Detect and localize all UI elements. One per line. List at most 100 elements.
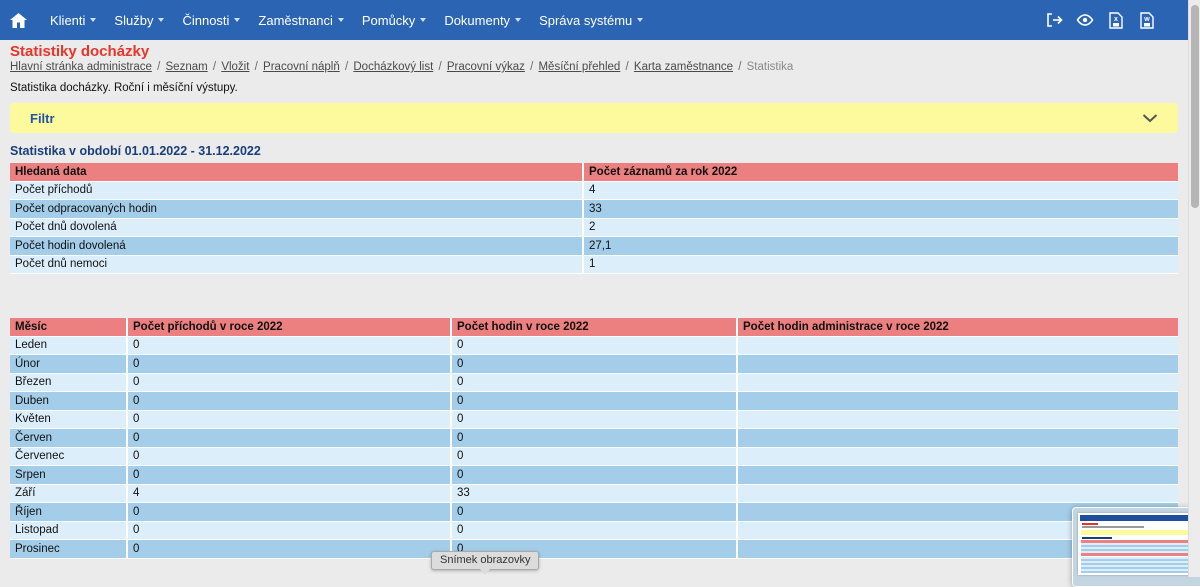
table-row: Září 4 33	[10, 484, 1178, 503]
arrivals-cell: 0	[127, 447, 452, 466]
arrivals-cell: 4	[127, 484, 452, 503]
month-cell: Leden	[10, 336, 128, 355]
admin-hours-cell	[737, 391, 1178, 411]
caret-down-icon	[637, 18, 644, 22]
logout-icon[interactable]	[1043, 10, 1065, 30]
admin-hours-cell	[737, 336, 1178, 355]
month-cell: Listopad	[10, 521, 128, 540]
table-row: Počet dnů dovolená 2	[10, 218, 1178, 237]
scrollbar-thumb[interactable]	[1191, 5, 1199, 208]
breadcrumb-separator: /	[625, 61, 629, 73]
arrivals-cell: 0	[127, 336, 452, 355]
nav-item[interactable]: Správa systému	[530, 0, 652, 40]
breadcrumb-link[interactable]: Karta zaměstnance	[633, 61, 733, 73]
nav-item[interactable]: Zaměstnanci	[249, 0, 352, 40]
stat-label-cell: Počet dnů nemoci	[10, 255, 584, 274]
table-row: Počet hodin dovolená 27,1	[10, 236, 1178, 256]
nav-item[interactable]: Dokumenty	[435, 0, 530, 40]
arrivals-cell: 0	[127, 373, 452, 392]
stat-value-cell: 2	[583, 218, 1178, 237]
section-title: Statistika v období 01.01.2022 - 31.12.2…	[10, 144, 261, 158]
month-cell: Únor	[10, 354, 128, 374]
eye-icon[interactable]	[1074, 10, 1096, 30]
breadcrumb-separator: /	[212, 61, 217, 73]
screenshot-tooltip: Snímek obrazovky	[431, 551, 540, 575]
breadcrumb-link[interactable]: Seznam	[165, 61, 208, 73]
caret-down-icon	[158, 18, 165, 22]
month-cell: Březen	[10, 373, 128, 392]
filter-panel-toggle[interactable]: Filtr	[10, 103, 1178, 133]
summary-table-header-row: Hledaná data Počet záznamů za rok 2022	[10, 163, 1178, 182]
navbar-action-icons: x w	[1043, 10, 1158, 30]
breadcrumb-link[interactable]: Měsíční přehled	[538, 61, 621, 73]
breadcrumb-link[interactable]: Vložit	[221, 61, 250, 73]
summary-table: Hledaná data Počet záznamů za rok 2022 Po…	[10, 163, 1178, 274]
table-row: Prosinec 0 0	[10, 539, 1178, 559]
month-cell: Duben	[10, 391, 128, 411]
nav-item[interactable]: Pomůcky	[353, 0, 435, 40]
stat-value-cell: 1	[583, 255, 1178, 274]
breadcrumb-separator: /	[344, 61, 349, 73]
month-cell: Květen	[10, 410, 128, 429]
month-cell: Říjen	[10, 502, 128, 522]
hours-cell: 0	[451, 521, 738, 540]
screenshot-preview-frame	[1078, 513, 1192, 575]
admin-hours-cell	[737, 373, 1178, 392]
table-row: Duben 0 0	[10, 391, 1178, 411]
table-row: Březen 0 0	[10, 373, 1178, 392]
home-button[interactable]	[10, 12, 27, 28]
table-row: Únor 0 0	[10, 354, 1178, 374]
arrivals-cell: 0	[127, 391, 452, 411]
arrivals-cell: 0	[127, 465, 452, 485]
breadcrumb-separator: /	[438, 61, 442, 73]
arrivals-cell: 0	[127, 502, 452, 522]
table-row: Počet příchodů 4	[10, 181, 1178, 200]
arrivals-cell: 0	[127, 410, 452, 429]
breadcrumb: Hlavní stránka administrace / Seznam / V…	[10, 61, 793, 73]
screenshot-preview-thumbnail[interactable]	[1072, 507, 1200, 587]
caret-down-icon	[234, 18, 241, 22]
hours-cell: 0	[451, 428, 738, 448]
breadcrumb-link[interactable]: Pracovní výkaz	[446, 61, 525, 73]
chevron-down-icon	[1142, 113, 1158, 123]
breadcrumb-link[interactable]: Hlavní stránka administrace	[10, 61, 152, 73]
hours-cell: 0	[451, 465, 738, 485]
nav-item[interactable]: Služby	[105, 0, 173, 40]
table-row: Počet dnů nemoci 1	[10, 255, 1178, 274]
breadcrumb-link[interactable]: Docházkový list	[353, 61, 434, 73]
table-row: Květen 0 0	[10, 410, 1178, 429]
stat-label-cell: Počet odpracovaných hodin	[10, 199, 584, 219]
breadcrumb-separator: /	[157, 61, 161, 73]
vertical-scrollbar	[1188, 0, 1200, 577]
stat-value-cell: 33	[583, 199, 1178, 219]
column-header: Počet hodin v roce 2022	[451, 318, 738, 337]
table-row: Říjen 0 0	[10, 502, 1178, 522]
caret-down-icon	[337, 18, 344, 22]
nav-item[interactable]: Činnosti	[173, 0, 249, 40]
hours-cell: 0	[451, 447, 738, 466]
stat-label-cell: Počet hodin dovolená	[10, 236, 584, 256]
caret-down-icon	[515, 18, 522, 22]
column-header: Počet příchodů v roce 2022	[127, 318, 452, 337]
top-navbar: Klienti Služby Činnosti Zaměstnanci Pomů…	[0, 0, 1200, 40]
word-file-icon[interactable]: w	[1136, 10, 1158, 30]
column-header: Hledaná data	[10, 163, 584, 182]
caret-down-icon	[420, 18, 427, 22]
monthly-table-header-row: Měsíc Počet příchodů v roce 2022 Počet hod…	[10, 318, 1178, 337]
nav-item[interactable]: Klienti	[41, 0, 105, 40]
column-header: Počet hodin administrace v roce 2022	[737, 318, 1178, 337]
table-row: Srpen 0 0	[10, 465, 1178, 485]
hours-cell: 0	[451, 336, 738, 355]
admin-hours-cell	[737, 484, 1178, 503]
month-cell: Srpen	[10, 465, 128, 485]
svg-text:x: x	[1114, 16, 1118, 23]
admin-hours-cell	[737, 521, 1178, 540]
breadcrumb-link[interactable]: Pracovní náplň	[263, 61, 340, 73]
table-row: Počet odpracovaných hodin 33	[10, 199, 1178, 219]
hours-cell: 0	[451, 391, 738, 411]
stat-label-cell: Počet příchodů	[10, 181, 584, 200]
arrivals-cell: 0	[127, 354, 452, 374]
month-cell: Červen	[10, 428, 128, 448]
excel-file-icon[interactable]: x	[1105, 10, 1127, 30]
arrivals-cell: 0	[127, 428, 452, 448]
